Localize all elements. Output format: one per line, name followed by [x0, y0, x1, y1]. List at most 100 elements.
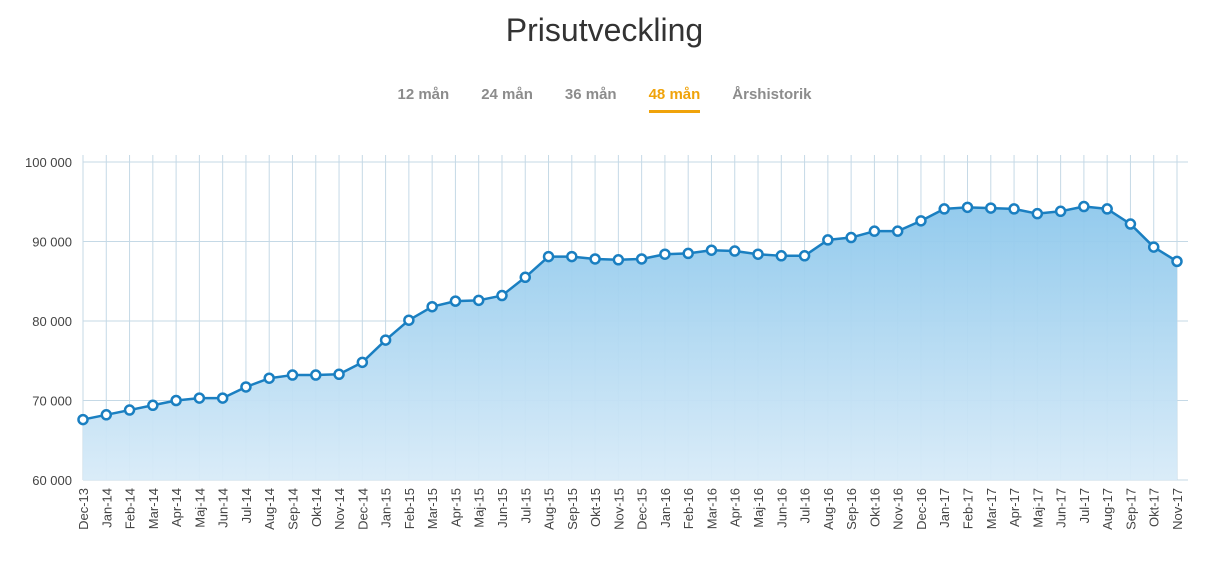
x-tick-label: Jul-14	[239, 488, 254, 523]
data-point[interactable]	[891, 225, 904, 237]
x-tick-label: Maj-15	[472, 488, 487, 528]
data-point[interactable]	[682, 247, 694, 260]
data-point[interactable]	[426, 300, 438, 313]
data-point[interactable]	[1101, 203, 1113, 215]
x-tick-label: Mar-16	[704, 488, 719, 529]
x-tick-label: Nov-17	[1170, 488, 1185, 530]
data-point[interactable]	[775, 250, 788, 262]
x-tick-label: Jul-17	[1077, 488, 1092, 523]
data-point[interactable]	[845, 231, 857, 244]
data-point[interactable]	[240, 381, 252, 393]
data-point[interactable]	[286, 369, 299, 381]
x-tick-label: Okt-17	[1147, 488, 1162, 527]
x-tick-label: Nov-15	[611, 488, 626, 530]
x-tick-label: Aug-16	[821, 488, 836, 530]
y-axis-ticks: 60 000 70 000 80 000 90 000 100 000	[25, 155, 72, 488]
x-tick-label: Jul-16	[798, 488, 813, 523]
data-point[interactable]	[379, 334, 392, 346]
tab-48-man[interactable]: 48 mån	[648, 86, 701, 113]
data-point[interactable]	[822, 234, 834, 246]
data-point[interactable]	[77, 413, 89, 426]
x-tick-label: Sep-14	[285, 488, 300, 530]
data-point[interactable]	[123, 404, 136, 416]
data-point[interactable]	[728, 245, 741, 257]
tab-36-man[interactable]: 36 mån	[564, 86, 617, 103]
x-tick-label: Mar-15	[425, 488, 440, 529]
x-tick-label: Jun-14	[216, 488, 231, 528]
data-point[interactable]	[868, 225, 881, 237]
x-tick-label: Aug-15	[542, 488, 557, 530]
x-tick-label: Jun-17	[1054, 488, 1069, 528]
x-tick-label: Aug-14	[262, 488, 277, 530]
y-tick-label: 80 000	[32, 314, 72, 329]
data-point[interactable]	[752, 248, 764, 260]
y-tick-label: 70 000	[32, 394, 72, 409]
x-tick-label: Sep-15	[565, 488, 580, 530]
data-point[interactable]	[472, 294, 485, 307]
data-point[interactable]	[1078, 200, 1090, 213]
data-point[interactable]	[1008, 203, 1020, 215]
x-tick-label: Apr-16	[728, 488, 743, 527]
x-tick-label: Dec-16	[914, 488, 929, 530]
x-tick-label: Dec-15	[635, 488, 650, 530]
x-tick-label: Mar-17	[984, 488, 999, 529]
data-point[interactable]	[1171, 255, 1183, 268]
x-axis-ticks: Dec-13 Jan-14 Feb-14 Mar-14 Apr-14 Maj-14 Jun-…	[76, 488, 1185, 530]
x-tick-label: Feb-17	[961, 488, 976, 529]
data-point[interactable]	[449, 295, 462, 307]
data-point[interactable]	[263, 372, 275, 384]
data-point[interactable]	[985, 202, 997, 214]
x-tick-label: Apr-17	[1007, 488, 1022, 527]
x-tick-label: Dec-14	[355, 488, 370, 530]
data-point[interactable]	[938, 203, 950, 215]
data-point[interactable]	[566, 250, 578, 263]
x-tick-label: Jan-17	[937, 488, 952, 528]
x-tick-label: Okt-15	[588, 488, 603, 527]
data-point[interactable]	[100, 409, 113, 421]
data-point[interactable]	[961, 201, 974, 214]
x-tick-label: Jan-14	[99, 488, 114, 528]
data-point[interactable]	[496, 289, 508, 302]
x-tick-label: Okt-14	[309, 488, 324, 527]
x-tick-label: Aug-17	[1100, 488, 1115, 530]
x-tick-label: Jul-15	[518, 488, 533, 523]
period-tabs: 12 mån 24 mån 36 mån 48 mån Årshistorik	[0, 86, 1209, 113]
tab-12-man[interactable]: 12 mån	[397, 86, 450, 103]
data-point[interactable]	[519, 271, 532, 284]
tab-24-man[interactable]: 24 mån	[481, 86, 533, 103]
data-point[interactable]	[659, 248, 671, 260]
data-point[interactable]	[589, 253, 601, 265]
x-tick-label: Maj-14	[192, 488, 207, 528]
data-point[interactable]	[193, 392, 206, 404]
data-point[interactable]	[333, 368, 345, 381]
x-tick-label: Jan-15	[379, 488, 394, 528]
data-point[interactable]	[356, 356, 369, 369]
data-point[interactable]	[1031, 207, 1044, 220]
data-point[interactable]	[310, 369, 322, 381]
data-point[interactable]	[1147, 241, 1160, 253]
chart-title: Prisutveckling	[505, 12, 704, 48]
data-point[interactable]	[542, 250, 555, 263]
x-tick-label: Dec-13	[76, 488, 91, 530]
data-point[interactable]	[403, 314, 415, 326]
data-point[interactable]	[147, 399, 159, 412]
data-point[interactable]	[1054, 205, 1067, 218]
data-point[interactable]	[170, 394, 182, 407]
data-point[interactable]	[612, 254, 625, 266]
tab-arshistorik[interactable]: Årshistorik	[732, 86, 812, 103]
x-tick-label: Nov-16	[891, 488, 906, 530]
x-tick-label: Sep-16	[844, 488, 859, 530]
area-fill	[83, 206, 1177, 480]
data-point[interactable]	[216, 392, 229, 404]
data-point[interactable]	[798, 250, 811, 262]
area-path	[83, 206, 1177, 480]
x-tick-label: Feb-15	[402, 488, 417, 529]
data-points	[77, 200, 1183, 426]
data-point[interactable]	[1124, 218, 1137, 230]
x-tick-label: Jan-16	[658, 488, 673, 528]
y-tick-label: 90 000	[32, 235, 72, 250]
data-point[interactable]	[705, 244, 718, 256]
data-point[interactable]	[915, 215, 927, 227]
data-point[interactable]	[635, 253, 648, 265]
